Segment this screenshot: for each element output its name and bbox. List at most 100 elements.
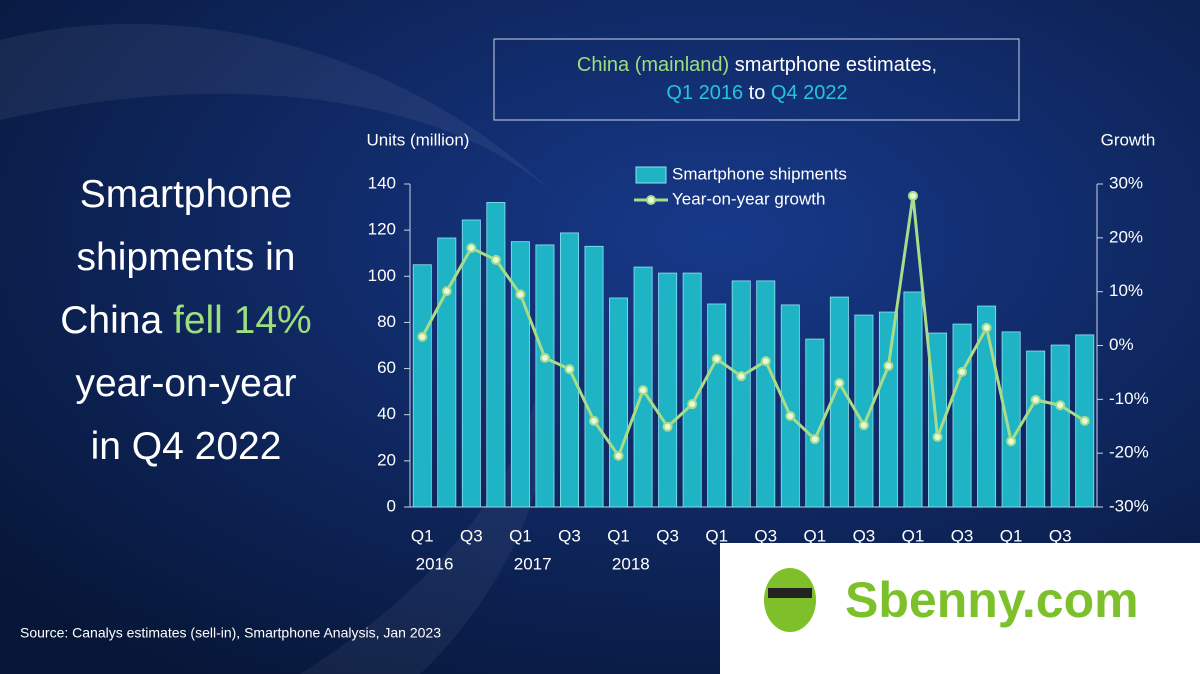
growth-marker xyxy=(613,450,624,461)
growth-marker xyxy=(417,331,428,342)
bar xyxy=(928,332,947,508)
x-group-label: 2016 xyxy=(416,554,454,573)
y-tick-label: 0 xyxy=(387,496,396,515)
title-part: Q4 2022 xyxy=(771,82,848,104)
bar xyxy=(829,296,849,508)
bar xyxy=(1050,344,1070,508)
bar xyxy=(510,241,530,508)
title-box xyxy=(493,38,1020,121)
y-tick-label: 140 xyxy=(368,173,396,192)
watermark-text: Sbenny.com xyxy=(845,572,1139,628)
growth-marker xyxy=(1079,415,1090,426)
headline-part: Smartphone xyxy=(80,173,292,216)
growth-marker xyxy=(932,432,943,443)
bar xyxy=(952,323,972,508)
y2-tick-label: 0% xyxy=(1109,335,1134,354)
growth-marker xyxy=(687,399,698,410)
headline-part: year-on-year xyxy=(75,362,296,405)
x-tick-label: Q3 xyxy=(656,526,679,545)
x-tick-label: Q1 xyxy=(803,526,826,545)
x-tick-label: Q1 xyxy=(902,526,925,545)
y-tick-label: 80 xyxy=(377,312,396,331)
growth-marker xyxy=(1030,394,1041,405)
bar xyxy=(977,305,997,508)
y2-tick-label: -30% xyxy=(1109,496,1149,515)
bar xyxy=(903,291,923,508)
x-tick-label: Q3 xyxy=(951,526,974,545)
bar xyxy=(658,272,678,508)
x-tick-label: Q3 xyxy=(1049,526,1072,545)
legend-swatch xyxy=(635,166,667,184)
bar xyxy=(437,237,457,508)
bar xyxy=(486,202,506,508)
x-tick-label: Q3 xyxy=(558,526,581,545)
growth-marker xyxy=(809,434,820,445)
x-tick-label: Q1 xyxy=(509,526,532,545)
legend-label: Smartphone shipments xyxy=(672,164,847,183)
growth-marker xyxy=(441,286,452,297)
growth-marker xyxy=(834,378,845,389)
title-part: to xyxy=(743,82,771,104)
y-tick-label: 20 xyxy=(377,450,396,469)
growth-marker xyxy=(785,411,796,422)
headline-part: China xyxy=(60,299,173,342)
bar xyxy=(609,297,629,508)
bar xyxy=(1001,331,1021,508)
legend-swatch xyxy=(646,195,656,205)
headline: Smartphone xyxy=(80,173,292,216)
watermark: Sbenny.com xyxy=(720,543,1200,674)
headline: China fell 14% xyxy=(60,299,311,342)
swirl xyxy=(0,23,560,200)
bar xyxy=(535,244,555,508)
legend-label: Year-on-year growth xyxy=(672,189,825,208)
growth-marker xyxy=(564,364,575,375)
headline-part: fell 14% xyxy=(173,299,312,342)
growth-marker xyxy=(1006,436,1017,447)
y2-tick-label: -10% xyxy=(1109,389,1149,408)
bar xyxy=(756,280,776,508)
y-axis-label: Units (million) xyxy=(367,130,470,149)
growth-marker xyxy=(466,243,477,254)
growth-marker xyxy=(1055,400,1066,411)
x-tick-label: Q1 xyxy=(607,526,630,545)
growth-marker xyxy=(981,322,992,333)
growth-marker xyxy=(589,415,600,426)
growth-marker xyxy=(515,289,526,300)
growth-line xyxy=(420,195,1086,460)
bar xyxy=(878,311,898,508)
y-tick-label: 60 xyxy=(377,358,396,377)
growth-marker xyxy=(490,254,501,265)
growth-marker xyxy=(711,353,722,364)
title-part: China (mainland) xyxy=(577,54,729,76)
x-tick-label: Q1 xyxy=(411,526,434,545)
y-tick-label: 100 xyxy=(368,266,396,285)
growth-marker xyxy=(858,420,869,431)
y2-tick-label: 30% xyxy=(1109,173,1143,192)
headline: in Q4 2022 xyxy=(91,425,282,468)
y2-tick-label: 10% xyxy=(1109,281,1143,300)
bar xyxy=(731,280,751,508)
y-tick-label: 120 xyxy=(368,220,396,239)
y2-axis-label: Growth xyxy=(1101,130,1156,149)
bar xyxy=(780,304,800,508)
title: China (mainland) smartphone estimates, xyxy=(577,54,937,76)
y2-tick-label: 20% xyxy=(1109,227,1143,246)
growth-marker xyxy=(907,190,918,201)
y-tick-label: 40 xyxy=(377,404,396,423)
headline: year-on-year xyxy=(75,362,296,405)
bar xyxy=(584,245,604,508)
growth-marker xyxy=(957,366,968,377)
x-tick-label: Q3 xyxy=(460,526,483,545)
watermark-logo xyxy=(764,568,816,632)
source: Source: Canalys estimates (sell-in), Sma… xyxy=(20,625,441,641)
growth-marker xyxy=(760,356,771,367)
title-part: smartphone estimates, xyxy=(729,54,937,76)
plot: 0 20 40 60 80 100 120 140 -30% -20% -10% 0% 10% 20% 30… xyxy=(368,164,1149,573)
x-tick-label: Q3 xyxy=(853,526,876,545)
x-tick-label: Q3 xyxy=(754,526,777,545)
headline: shipments in xyxy=(77,236,296,279)
title: Q1 2016 to Q4 2022 xyxy=(666,82,847,104)
bar xyxy=(461,219,481,508)
growth-marker xyxy=(883,360,894,371)
